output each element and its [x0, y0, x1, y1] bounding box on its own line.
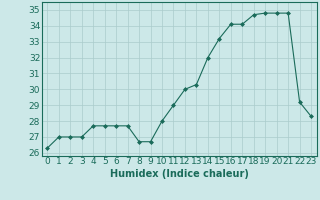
X-axis label: Humidex (Indice chaleur): Humidex (Indice chaleur) [110, 169, 249, 179]
